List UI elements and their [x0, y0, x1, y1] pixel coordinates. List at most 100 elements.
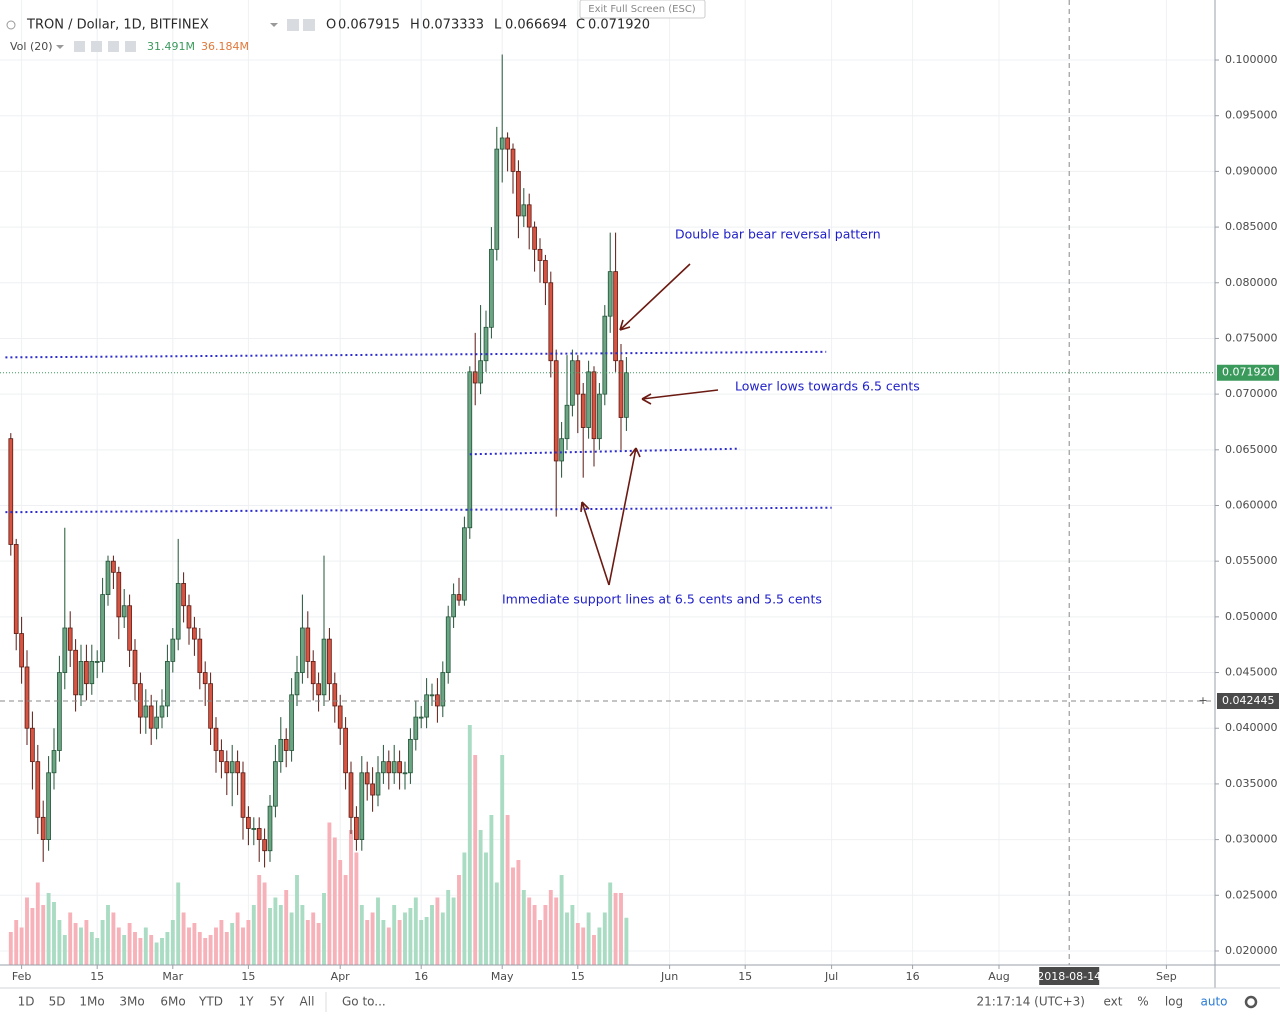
candle-body: [494, 148, 500, 250]
last-price-box: [1217, 364, 1279, 381]
candle-body: [586, 371, 591, 428]
candle-body: [116, 571, 122, 618]
candle-body: [607, 271, 613, 317]
settings-icon[interactable]: [1244, 995, 1258, 1009]
volume-bar: [133, 932, 137, 965]
candle-body: [224, 761, 230, 774]
volume-bar: [284, 890, 289, 965]
icon[interactable]: [125, 41, 136, 52]
volume-bar: [235, 912, 240, 965]
volume-bar: [246, 920, 251, 965]
range-button[interactable]: 1Mo: [79, 995, 104, 1009]
option-button[interactable]: auto: [1200, 995, 1227, 1009]
candle-body: [267, 805, 273, 852]
volume-bar: [370, 912, 375, 965]
candle-body: [424, 694, 429, 718]
volume-bar: [570, 905, 575, 965]
volume-bar: [46, 893, 51, 965]
candle-body: [478, 360, 483, 384]
candle-body: [348, 772, 354, 818]
last-price-label: 0.071920: [1222, 366, 1275, 379]
volume-bar: [208, 935, 213, 965]
arrow: [580, 501, 610, 586]
dropdown[interactable]: [56, 45, 64, 49]
volume-bar: [586, 912, 591, 965]
candle-body: [46, 772, 51, 841]
candle-body: [543, 260, 548, 284]
range-button[interactable]: All: [300, 995, 315, 1009]
volume-bar: [230, 923, 235, 965]
y-tick-label: 0.035000: [1225, 777, 1278, 790]
clock: 21:17:14 (UTC+3): [976, 995, 1085, 1009]
icon[interactable]: [74, 41, 85, 52]
volume-bar: [548, 890, 553, 965]
candle-body: [105, 560, 111, 595]
volume-bar: [403, 912, 407, 965]
exit-fullscreen-button[interactable]: [579, 0, 706, 19]
option-button[interactable]: %: [1137, 995, 1148, 1009]
candle-body: [305, 627, 311, 662]
icon[interactable]: [91, 41, 102, 52]
volume-bar: [79, 927, 83, 965]
volume-pane: [8, 725, 629, 965]
candle-body: [19, 633, 24, 668]
candle-body: [154, 716, 159, 729]
goto-button[interactable]: Go to...: [342, 995, 386, 1009]
volume-bar: [381, 920, 386, 965]
volume-bar: [446, 890, 451, 965]
y-tick-label: 0.045000: [1225, 666, 1278, 679]
range-button[interactable]: 6Mo: [160, 995, 185, 1009]
range-button[interactable]: 5Y: [270, 995, 286, 1009]
arrow: [608, 447, 641, 586]
exit-fullscreen-label[interactable]: Exit Full Screen (ESC): [588, 4, 696, 15]
candle-body: [386, 761, 392, 774]
candle-body: [256, 828, 262, 841]
volume-bar: [435, 897, 440, 965]
candle-body: [516, 170, 521, 217]
option-button[interactable]: log: [1165, 995, 1183, 1009]
grid: [0, 0, 1215, 965]
volume-bar: [311, 912, 316, 965]
icon[interactable]: [303, 19, 315, 31]
volume-bar: [127, 923, 132, 965]
range-button[interactable]: 1Y: [239, 995, 255, 1009]
candle-body: [402, 772, 408, 775]
candle-body: [575, 360, 581, 395]
option-button[interactable]: ext: [1104, 995, 1123, 1009]
volume-title: Vol (20): [10, 40, 53, 53]
candle-body: [467, 371, 473, 529]
toolbar: 1D 5D 1Mo 3Mo 6Mo YTD 1Y 5Y All Go to... 21:17:14 …: [18, 992, 1258, 1012]
ohlc-value: 0.066694: [505, 18, 567, 33]
arrow: [619, 263, 691, 331]
x-tick-label: Aug: [988, 970, 1009, 983]
volume-bar: [278, 905, 283, 965]
dropdown[interactable]: [270, 23, 278, 27]
volume-bar: [581, 927, 586, 965]
candle-body: [62, 627, 68, 673]
x-tick-label: Jun: [660, 970, 678, 983]
candle-body: [445, 616, 451, 673]
icon[interactable]: [287, 19, 299, 31]
candle-body: [165, 661, 170, 707]
volume-bar: [14, 920, 19, 965]
candle-body: [73, 649, 78, 696]
volume-bar: [619, 893, 623, 965]
volume-bar: [527, 897, 532, 965]
range-button[interactable]: 1D: [18, 995, 35, 1009]
overlays: [0, 0, 1215, 965]
y-tick-label: 0.065000: [1225, 443, 1278, 456]
volume-bar: [494, 882, 499, 965]
y-tick-label: 0.080000: [1225, 276, 1278, 289]
range-button[interactable]: 5D: [49, 995, 66, 1009]
range-button[interactable]: 3Mo: [119, 995, 144, 1009]
range-button[interactable]: YTD: [198, 995, 223, 1009]
icon[interactable]: [108, 41, 119, 52]
y-tick-label: 0.060000: [1225, 498, 1278, 511]
volume-bar: [68, 912, 73, 965]
crosshair-plus: +: [1198, 694, 1207, 707]
candle-body: [570, 360, 575, 406]
candle-body: [170, 638, 176, 662]
candle-body: [413, 716, 419, 740]
volume-bar: [241, 927, 245, 965]
